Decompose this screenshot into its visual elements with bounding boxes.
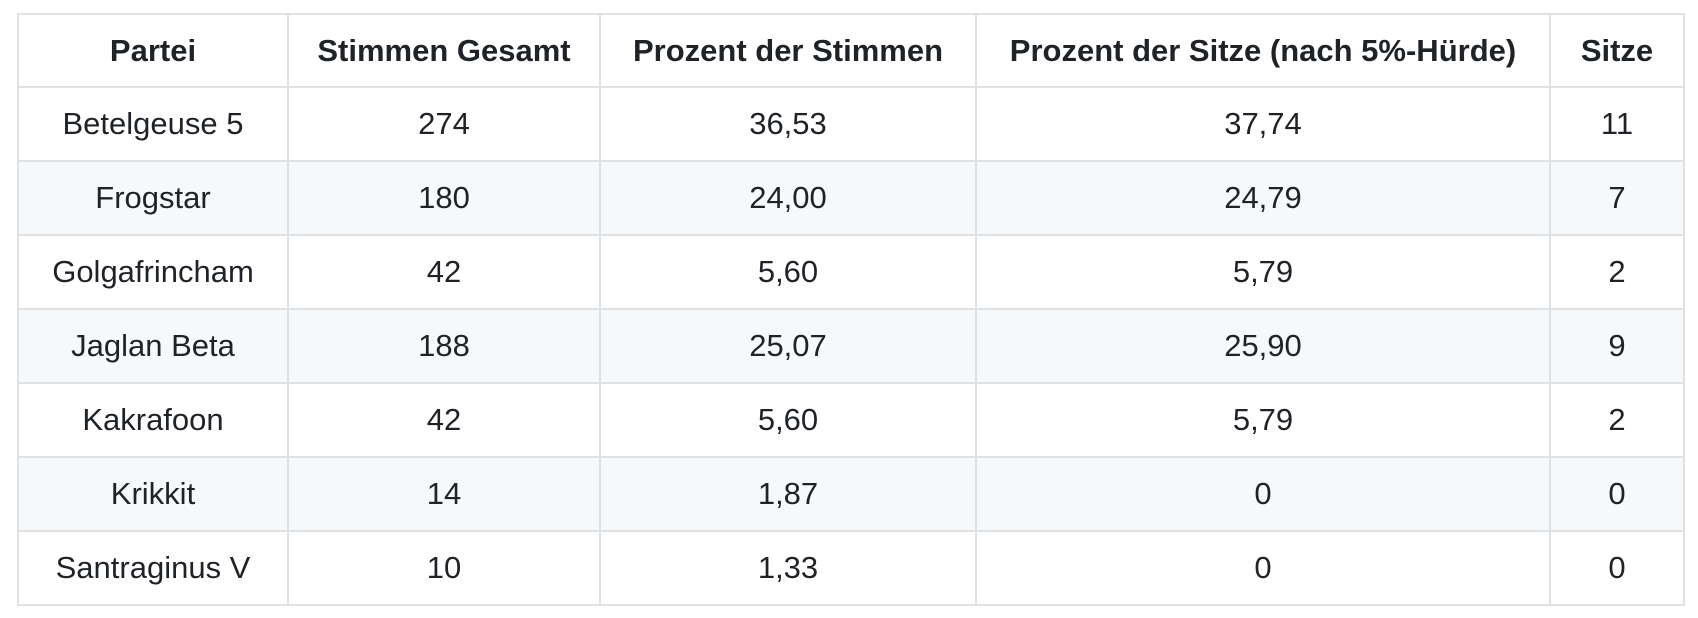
table-row-santraginus-v: Santraginus V 10 1,33 0 0 [17,530,1685,606]
cell-votes-total: 42 [287,234,601,310]
cell-votes-total: 42 [287,382,601,458]
cell-votes-total: 274 [287,86,601,162]
column-header-sitze: Sitze [1549,13,1685,88]
column-header-stimmen-gesamt: Stimmen Gesamt [287,13,601,88]
table-row-golgafrincham: Golgafrincham 42 5,60 5,79 2 [17,234,1685,310]
column-header-partei: Partei [17,13,289,88]
cell-percent-votes: 36,53 [599,86,977,162]
cell-percent-seats: 5,79 [975,382,1551,458]
cell-percent-seats: 0 [975,456,1551,532]
cell-seats: 0 [1549,530,1685,606]
table-row-krikkit: Krikkit 14 1,87 0 0 [17,456,1685,532]
cell-seats: 9 [1549,308,1685,384]
cell-seats: 7 [1549,160,1685,236]
cell-percent-seats: 24,79 [975,160,1551,236]
cell-votes-total: 10 [287,530,601,606]
cell-seats: 0 [1549,456,1685,532]
cell-seats: 2 [1549,382,1685,458]
cell-seats: 2 [1549,234,1685,310]
column-header-prozent-der-sitze: Prozent der Sitze (nach 5%-Hürde) [975,13,1551,88]
cell-seats: 11 [1549,86,1685,162]
table-row-frogstar: Frogstar 180 24,00 24,79 7 [17,160,1685,236]
cell-percent-seats: 0 [975,530,1551,606]
cell-party: Frogstar [17,160,289,236]
cell-percent-votes: 1,33 [599,530,977,606]
cell-party: Santraginus V [17,530,289,606]
cell-percent-votes: 1,87 [599,456,977,532]
column-header-prozent-der-stimmen: Prozent der Stimmen [599,13,977,88]
cell-percent-votes: 25,07 [599,308,977,384]
cell-party: Betelgeuse 5 [17,86,289,162]
cell-percent-votes: 5,60 [599,234,977,310]
cell-percent-seats: 5,79 [975,234,1551,310]
cell-percent-seats: 37,74 [975,86,1551,162]
header-row: Partei Stimmen Gesamt Prozent der Stimme… [17,13,1685,88]
cell-votes-total: 14 [287,456,601,532]
table-row-betelgeuse-5: Betelgeuse 5 274 36,53 37,74 11 [17,86,1685,162]
election-results-table: Partei Stimmen Gesamt Prozent der Stimme… [17,13,1685,606]
cell-votes-total: 180 [287,160,601,236]
cell-percent-seats: 25,90 [975,308,1551,384]
table-row-kakrafoon: Kakrafoon 42 5,60 5,79 2 [17,382,1685,458]
cell-party: Jaglan Beta [17,308,289,384]
election-results-table-container: Partei Stimmen Gesamt Prozent der Stimme… [17,13,1685,606]
cell-party: Golgafrincham [17,234,289,310]
cell-party: Kakrafoon [17,382,289,458]
cell-percent-votes: 24,00 [599,160,977,236]
table-row-jaglan-beta: Jaglan Beta 188 25,07 25,90 9 [17,308,1685,384]
cell-party: Krikkit [17,456,289,532]
cell-percent-votes: 5,60 [599,382,977,458]
cell-votes-total: 188 [287,308,601,384]
